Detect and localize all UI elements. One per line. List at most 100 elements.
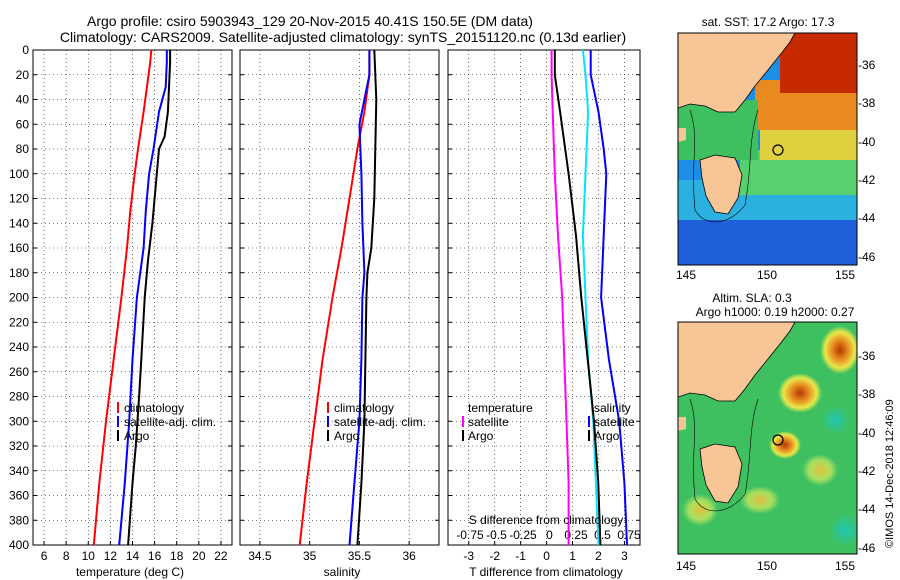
temperature-xlabel: temperature (deg C) <box>76 565 184 579</box>
sst-xtick-label: 150 <box>757 268 777 282</box>
temperature-legend: climatology satellite-adj. clim. Argo <box>117 401 216 443</box>
tasmania-sla <box>699 443 743 504</box>
difference-x2tick-label: -0.75 <box>456 528 484 542</box>
temperature-xtick-label: 10 <box>82 549 96 563</box>
sla-ytick-label: -40 <box>858 426 876 440</box>
sla-eddy-6 <box>682 494 718 526</box>
depth-tick-label: 300 <box>9 414 29 428</box>
difference-x2tick-label: 0.75 <box>617 528 641 542</box>
difference-x2tick-label: -0.5 <box>486 528 507 542</box>
sst-ytick-label: -40 <box>858 135 876 149</box>
legend-label-climatology: climatology <box>124 401 184 415</box>
sst-xtick-label: 145 <box>676 268 696 282</box>
temperature-xtick-label: 12 <box>104 549 118 563</box>
sst-map <box>678 33 857 265</box>
sst-ytick-label: -44 <box>858 211 876 225</box>
depth-tick-label: 60 <box>16 117 30 131</box>
depth-tick-label: 0 <box>22 43 29 57</box>
sst-ytick-label: -38 <box>858 96 876 110</box>
sla-map-title: Altim. SLA: 0.3 <box>712 291 792 305</box>
difference-xtick-label: -1 <box>515 549 526 563</box>
salinity-series-satellite-adj-clim- <box>348 50 371 546</box>
depth-tick-label: 40 <box>16 93 30 107</box>
difference-series-t-satellite <box>581 49 600 546</box>
s-difference-xlabel: S difference from climatology <box>469 513 624 527</box>
salinity-xtick-label: 35 <box>303 549 317 563</box>
sla-eddy-5 <box>802 454 838 486</box>
temperature-xtick-label: 8 <box>63 549 70 563</box>
salinity-series-climatology <box>298 50 371 546</box>
grid-layer <box>33 50 640 545</box>
temperature-xtick-label: 6 <box>41 549 48 563</box>
sla-ytick-label: -46 <box>858 541 876 555</box>
legend-label-satellite: satellite-adj. clim. <box>124 415 216 429</box>
salinity-legend: climatology satellite-adj. clim. Argo <box>327 401 426 443</box>
argo-position-marker-sst <box>772 144 784 156</box>
depth-tick-label: 140 <box>9 216 29 230</box>
tasmania-sst <box>699 154 743 215</box>
depth-tick-label: 400 <box>9 538 29 552</box>
sla-map-frame <box>677 321 858 555</box>
difference-xtick-label: 2 <box>595 549 602 563</box>
t-difference-xlabel: T difference from climatology <box>469 565 623 579</box>
imos-watermark: ©IMOS 14-Dec-2018 12:46:09 <box>884 399 896 548</box>
legend-label-satellite: satellite-adj. clim. <box>334 415 426 429</box>
temperature-xtick-label: 16 <box>148 549 162 563</box>
sla-ytick-label: -38 <box>858 387 876 401</box>
figure-title-line2: Climatology: CARS2009. Satellite-adjuste… <box>60 29 626 45</box>
depth-tick-label: 260 <box>9 365 29 379</box>
depth-tick-label: 280 <box>9 390 29 404</box>
difference-x2tick-label: 0.25 <box>564 528 588 542</box>
depth-tick-label: 320 <box>9 439 29 453</box>
sla-eddy-4 <box>740 486 780 514</box>
depth-tick-label: 20 <box>16 68 30 82</box>
temperature-xtick-label: 14 <box>126 549 140 563</box>
salinity-xtick-label: 36 <box>402 549 416 563</box>
tick-layer: 0204060801001201401601802002202402602803… <box>9 43 641 563</box>
salinity-xtick-label: 34.5 <box>248 549 272 563</box>
temperature-series-satellite-adj-clim- <box>118 50 168 546</box>
depth-tick-label: 220 <box>9 315 29 329</box>
difference-legend-left: temperature satellite Argo <box>462 401 533 443</box>
depth-tick-label: 100 <box>9 167 29 181</box>
legend-label-s-satellite: satellite <box>594 415 635 429</box>
difference-xtick-label: 1 <box>569 549 576 563</box>
shelf-contour-sla <box>689 398 759 512</box>
legend-label-climatology: climatology <box>334 401 394 415</box>
figure-title-line1: Argo profile: csiro 5903943_129 20-Nov-2… <box>87 13 533 29</box>
depth-tick-label: 80 <box>16 142 30 156</box>
difference-xtick-label: 0 <box>543 549 550 563</box>
mainland-australia-sla <box>678 322 796 402</box>
sla-map <box>678 322 857 554</box>
difference-x2tick-label: 0.5 <box>594 528 611 542</box>
sst-xtick-label: 155 <box>835 268 855 282</box>
legend-label-argo: Argo <box>124 429 150 443</box>
legend-label-temperature: temperature <box>468 401 533 415</box>
depth-tick-label: 180 <box>9 266 29 280</box>
temperature-series-climatology <box>92 49 153 546</box>
depth-tick-label: 200 <box>9 291 29 305</box>
difference-xtick-label: -2 <box>489 549 500 563</box>
salinity-xtick-label: 35.5 <box>348 549 372 563</box>
series-layer <box>92 49 628 546</box>
sla-ytick-label: -42 <box>858 464 876 478</box>
temperature-xtick-label: 18 <box>170 549 184 563</box>
sla-ytick-label: -44 <box>858 502 876 516</box>
sst-map-frame <box>677 32 858 266</box>
difference-series-t-argo <box>589 50 628 546</box>
sla-eddy-8 <box>821 406 849 434</box>
argo-position-marker-sla <box>772 434 784 446</box>
mainland-australia-sst <box>678 33 796 113</box>
sla-eddy-3 <box>769 431 801 459</box>
sst-ytick-label: -46 <box>858 250 876 264</box>
legend-label-argo: Argo <box>334 429 360 443</box>
difference-xtick-label: 3 <box>621 549 628 563</box>
depth-tick-label: 340 <box>9 464 29 478</box>
kings-island-sst <box>678 128 686 142</box>
difference-series-s-satellite <box>550 50 570 545</box>
sla-map-subtitle: Argo h1000: 0.19 h2000: 0.27 <box>696 305 855 319</box>
depth-tick-label: 240 <box>9 340 29 354</box>
legend-label-s-argo: Argo <box>594 429 620 443</box>
sla-xtick-label: 155 <box>835 559 855 573</box>
